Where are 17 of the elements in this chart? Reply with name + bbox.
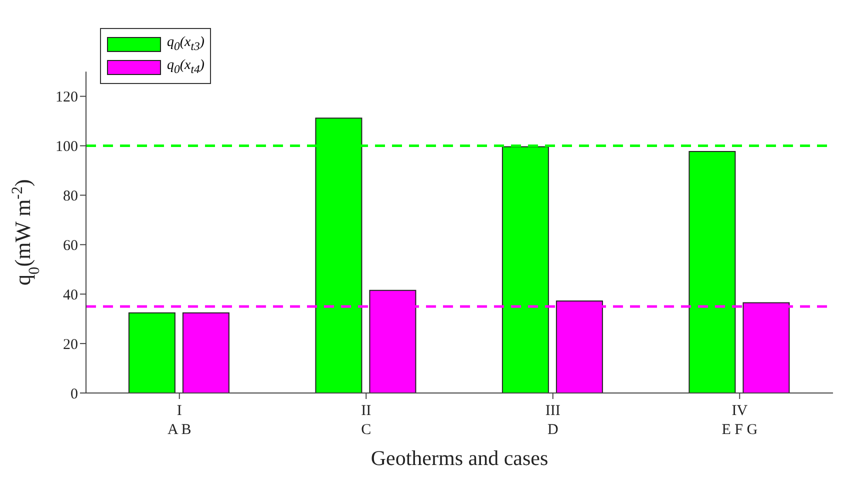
y-tick-label: 100 (56, 139, 78, 156)
bar (128, 312, 176, 393)
y-tick-label: 40 (63, 287, 78, 304)
y-tick-label: 60 (63, 238, 78, 254)
x-tick-label: I A B (167, 403, 192, 438)
x-tick-label: II C (361, 403, 372, 438)
x-axis-title: Geotherms and cases (370, 446, 548, 470)
bar (182, 312, 230, 393)
bar (688, 150, 736, 393)
y-tick-label: 20 (63, 336, 78, 353)
legend-label: q$_{0}$(x$_{t4}$) (167, 56, 204, 78)
y-tick-label: 120 (56, 90, 78, 106)
legend-label: q$_{0}$(x$_{t3}$) (167, 34, 204, 55)
x-tick-label: IV E F G (722, 403, 758, 438)
y-tick-label: 80 (63, 188, 78, 205)
y-tick-label: 0 (70, 386, 78, 402)
x-tick-label: III D (545, 403, 560, 438)
